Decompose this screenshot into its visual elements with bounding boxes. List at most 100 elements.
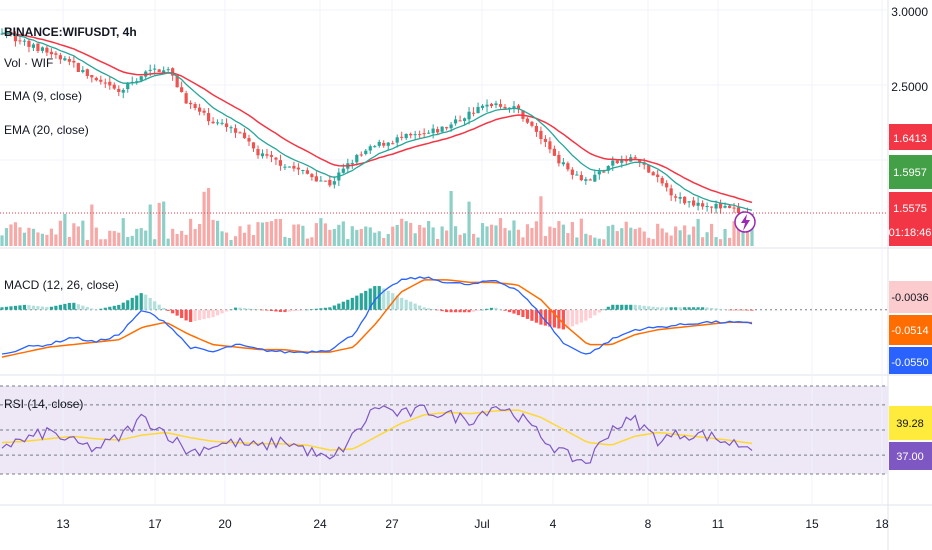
volume-bar bbox=[314, 223, 318, 246]
macd-histogram-bar bbox=[382, 288, 386, 310]
volume-bar bbox=[63, 213, 67, 246]
macd-histogram-bar bbox=[224, 309, 229, 312]
volume-bar bbox=[328, 229, 332, 246]
volume-bar bbox=[287, 237, 292, 246]
legend-volume[interactable]: Vol · WIF bbox=[4, 56, 53, 70]
macd-histogram-bar bbox=[189, 309, 193, 322]
macd-histogram-bar bbox=[328, 307, 332, 310]
candle-body bbox=[597, 171, 601, 175]
candle-body bbox=[260, 153, 265, 157]
volume-bar bbox=[741, 223, 745, 246]
volume-bar bbox=[736, 228, 741, 246]
ema9-line bbox=[1, 32, 753, 211]
price-tag-last: 1.5575 01:18:46 bbox=[889, 192, 932, 246]
volume-bar bbox=[593, 237, 597, 246]
macd-histogram-bar bbox=[525, 309, 530, 319]
macd-histogram-bar bbox=[647, 306, 651, 310]
symbol-title[interactable]: BINANCE:WIFUSDT, 4h bbox=[4, 25, 137, 39]
candle-body bbox=[453, 119, 458, 124]
macd-histogram-bar bbox=[377, 286, 381, 310]
volume-bar bbox=[139, 228, 143, 246]
volume-bar bbox=[656, 223, 660, 246]
macd-tag-macd: -0.0550 bbox=[889, 347, 932, 374]
rsi-label[interactable]: RSI (14, close) bbox=[4, 397, 83, 411]
time-tick: 24 bbox=[313, 517, 327, 531]
macd-histogram-bar bbox=[0, 307, 4, 310]
candle-body bbox=[341, 168, 345, 173]
macd-histogram-bar bbox=[548, 309, 552, 327]
time-tick: 8 bbox=[645, 517, 652, 531]
volume-bar bbox=[206, 188, 211, 246]
volume-bar bbox=[323, 223, 327, 246]
macd-histogram-bar bbox=[148, 297, 152, 310]
candle-body bbox=[54, 53, 58, 55]
volume-bar bbox=[391, 226, 395, 246]
volume-bar bbox=[683, 225, 687, 246]
volume-bar bbox=[449, 190, 453, 246]
volume-bar bbox=[45, 234, 49, 246]
volume-bar bbox=[700, 237, 705, 246]
time-axis[interactable]: 13 17 20 24 27 Jul 4 8 11 15 18 bbox=[56, 517, 889, 531]
macd-histogram-bar bbox=[274, 309, 278, 312]
candle-body bbox=[651, 172, 655, 176]
volume-bar bbox=[265, 221, 269, 246]
volume-bar bbox=[525, 224, 530, 246]
volume-bar bbox=[498, 218, 503, 246]
macd-histogram-bar bbox=[103, 307, 107, 310]
volume-bar bbox=[189, 218, 193, 246]
macd-histogram-bar bbox=[85, 307, 89, 310]
macd-histogram-bar bbox=[530, 309, 534, 321]
volume-bar bbox=[171, 228, 175, 246]
volume-bar bbox=[211, 219, 215, 246]
macd-histogram-bar bbox=[404, 299, 408, 310]
candle-body bbox=[126, 83, 130, 90]
rsi-ma-line bbox=[1, 409, 753, 451]
macd-histogram-bar bbox=[615, 304, 619, 310]
candle-body bbox=[422, 133, 426, 135]
candle-body bbox=[175, 75, 179, 88]
volume-bar bbox=[503, 228, 507, 246]
candle-body bbox=[665, 183, 669, 188]
macd-pane[interactable] bbox=[0, 276, 888, 358]
price-candles[interactable] bbox=[0, 28, 754, 219]
macd-histogram-bar bbox=[566, 309, 570, 329]
legend-ema20[interactable]: EMA (20, close) bbox=[4, 123, 89, 137]
macd-histogram-bar bbox=[395, 295, 399, 310]
volume-bar bbox=[413, 233, 417, 246]
volume-bar bbox=[611, 224, 615, 246]
volume-bar bbox=[364, 226, 368, 246]
macd-histogram-bar bbox=[629, 304, 633, 310]
candle-body bbox=[512, 106, 516, 109]
lightning-icon[interactable] bbox=[734, 211, 756, 233]
volume-bar bbox=[58, 220, 62, 246]
candle-body bbox=[485, 104, 489, 107]
macd-label[interactable]: MACD (12, 26, close) bbox=[4, 278, 119, 292]
volume-bar bbox=[440, 226, 444, 246]
time-tick: 17 bbox=[148, 517, 162, 531]
time-tick: 11 bbox=[712, 517, 725, 531]
macd-histogram-bar bbox=[99, 308, 103, 310]
candle-body bbox=[0, 33, 4, 35]
rsi-pane[interactable] bbox=[0, 385, 888, 475]
candle-body bbox=[202, 110, 206, 113]
price-tag-ema9: 1.5957 bbox=[889, 155, 932, 189]
volume-bar bbox=[332, 229, 336, 246]
legend-ema9[interactable]: EMA (9, close) bbox=[4, 89, 82, 103]
candle-body bbox=[714, 203, 718, 209]
candle-body bbox=[498, 104, 503, 107]
candle-body bbox=[350, 163, 354, 165]
macd-histogram-bar bbox=[283, 309, 287, 313]
volume-bar bbox=[355, 229, 359, 246]
volume-bar bbox=[202, 191, 206, 246]
macd-histogram-bar bbox=[736, 309, 741, 311]
candle-body bbox=[606, 165, 610, 171]
svg-text:37.00: 37.00 bbox=[896, 451, 924, 463]
macd-histogram-bar bbox=[76, 304, 80, 310]
candle-body bbox=[247, 138, 251, 142]
macd-histogram-bar bbox=[709, 307, 714, 310]
volume-bar bbox=[72, 223, 76, 246]
macd-histogram-bar bbox=[368, 288, 372, 310]
volume-bar bbox=[305, 238, 309, 246]
candle-body bbox=[94, 77, 98, 81]
